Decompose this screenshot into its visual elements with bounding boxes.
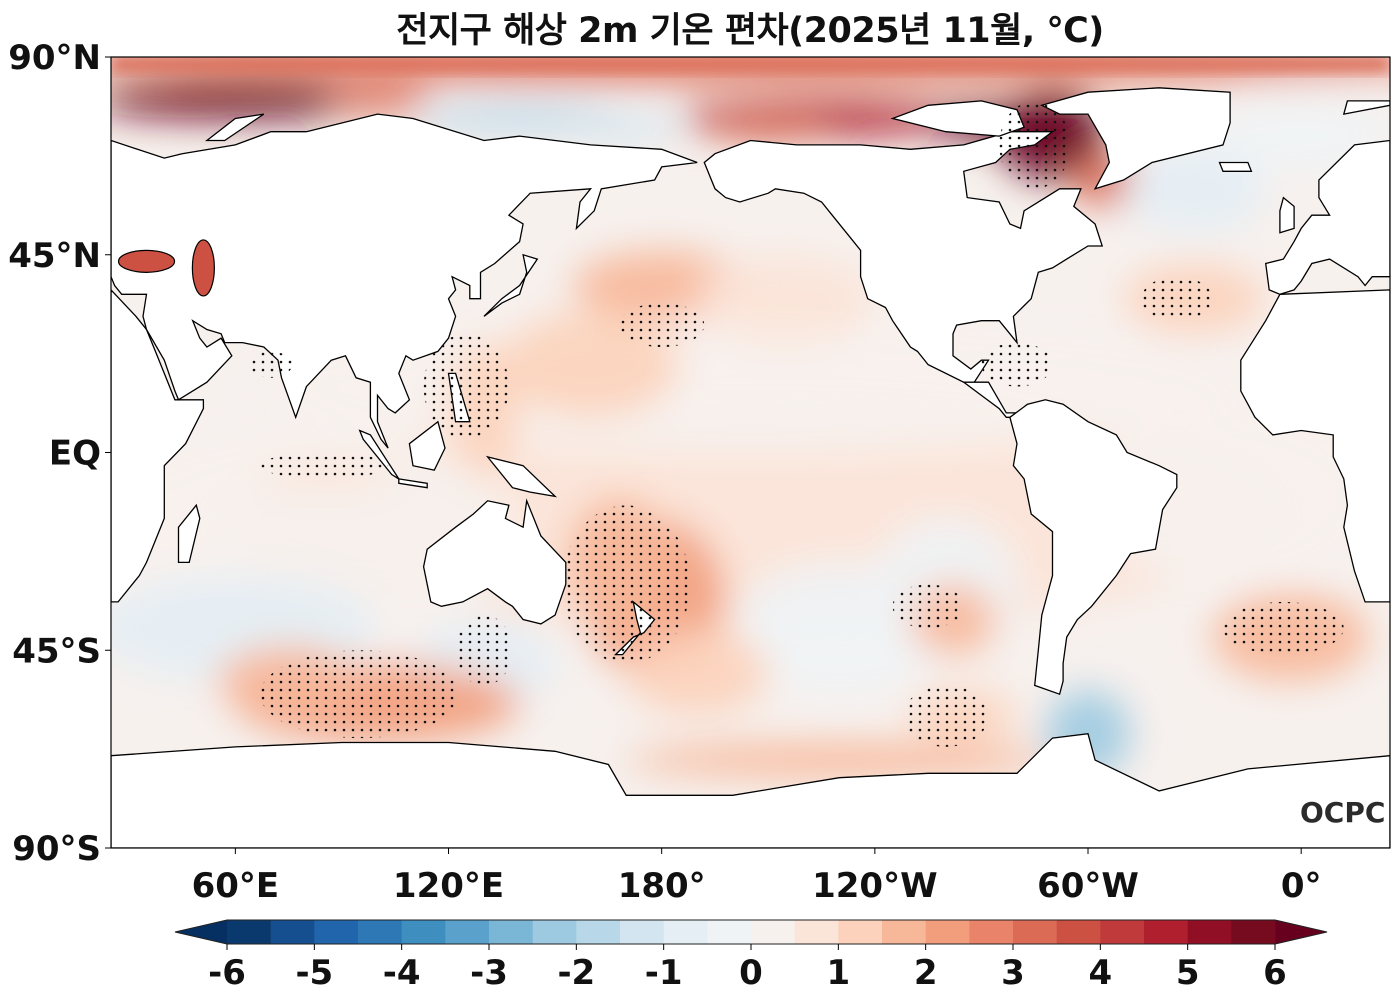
significance-stippling: [249, 351, 293, 378]
anomaly-blob: [413, 105, 627, 132]
colorbar-bin: [1013, 920, 1058, 944]
colorbar-tick-label: 0: [739, 953, 763, 993]
landmass-sumatra: [358, 429, 400, 480]
colorbar-bin: [1187, 920, 1232, 944]
landmass-iceland: [1218, 161, 1253, 172]
lon-tick-label: 120°E: [393, 866, 504, 906]
arctic-warm-band: [111, 57, 1390, 71]
significance-stippling: [1223, 601, 1344, 655]
landmass-japan: [483, 253, 539, 317]
landmass-eurasia: [111, 113, 698, 449]
anomaly-blob: [697, 254, 875, 343]
colorbar-tick-label: 4: [1088, 953, 1112, 993]
map-field: [111, 57, 1390, 848]
colorbar-tick-label: 5: [1176, 953, 1200, 993]
significance-stippling: [260, 452, 389, 479]
anomaly-blob: [1088, 408, 1373, 585]
significance-stippling: [999, 100, 1071, 189]
significance-stippling: [619, 303, 705, 348]
colorbar-tick-label: -2: [557, 953, 595, 993]
landmass-borneo: [408, 420, 446, 471]
landmass-europe-west: [1264, 139, 1390, 295]
lon-tick-label: 120°W: [812, 866, 937, 906]
landmass-africa-east: [111, 288, 205, 603]
landmass-novaya-zemlya: [204, 113, 265, 142]
colorbar-extend-low: [175, 920, 227, 944]
colorbar-tick-label: 6: [1263, 953, 1287, 993]
colorbar-bin: [445, 920, 490, 944]
lat-tick-label: 45°N: [8, 236, 101, 276]
colorbar-tick-label: 1: [826, 953, 850, 993]
colorbar-bin: [838, 920, 883, 944]
colorbar-bin: [620, 920, 665, 944]
landmass-java: [398, 478, 428, 489]
colorbar-bin: [314, 920, 359, 944]
lon-tick-label: 60°E: [192, 866, 280, 906]
colorbar-bin: [969, 920, 1014, 944]
landmass-madagascar: [177, 503, 201, 564]
lat-tick-label: 45°S: [12, 631, 101, 671]
colorbar-bin: [1144, 920, 1189, 944]
colorbar-bin: [1056, 920, 1101, 944]
anomaly-blob: [704, 114, 833, 141]
significance-stippling: [981, 342, 1053, 387]
significance-stippling: [260, 650, 460, 739]
anomaly-blob: [324, 87, 431, 115]
colorbar-tick-label: -1: [645, 953, 683, 993]
landmass-australia: [422, 498, 567, 625]
colorbar-bin: [401, 920, 446, 944]
landmass-greenland: [1039, 87, 1231, 190]
significance-stippling: [562, 505, 691, 664]
significance-stippling: [423, 333, 509, 440]
colorbar-tick-label: -6: [208, 953, 246, 993]
lat-tick-label: 90°N: [8, 38, 101, 78]
colorbar-bin: [532, 920, 577, 944]
colorbar-extend-high: [1275, 920, 1327, 944]
black-sea: [117, 249, 176, 273]
colorbar-bin: [707, 920, 752, 944]
landmass-new-guinea: [485, 455, 558, 498]
anomaly-blob: [626, 742, 1053, 778]
caspian-sea: [191, 239, 215, 297]
lat-tick-label: 90°S: [12, 829, 101, 869]
landmass-svalbard: [1342, 100, 1390, 115]
colorbar-bin: [663, 920, 708, 944]
colorbar-bin: [489, 920, 534, 944]
colorbar-bin: [925, 920, 970, 944]
significance-stippling: [903, 685, 989, 747]
colorbar-tick-label: -3: [470, 953, 508, 993]
colorbar-tick-label: 2: [914, 953, 938, 993]
map-title: 전지구 해상 2m 기온 편차(2025년 11월, ℃): [396, 11, 1104, 51]
colorbar-bin: [882, 920, 927, 944]
significance-stippling: [455, 615, 513, 686]
lat-tick-label: EQ: [49, 434, 101, 474]
landmass-britain: [1279, 196, 1295, 234]
anomaly-blob: [572, 114, 680, 141]
colorbar-bin: [751, 920, 796, 944]
colorbar-bin: [270, 920, 315, 944]
landmass-africa-west: [1240, 289, 1390, 603]
landmass-antarctica: [111, 732, 1390, 848]
lon-tick-label: 180°: [618, 866, 706, 906]
colorbar-bin: [1100, 920, 1145, 944]
lon-tick-label: 0°: [1281, 866, 1322, 906]
ocpc-logo: OCPC: [1300, 796, 1385, 829]
lon-tick-label: 60°W: [1037, 866, 1139, 906]
significance-stippling: [892, 584, 964, 629]
colorbar-bin: [576, 920, 621, 944]
colorbar-bin: [227, 920, 272, 944]
colorbar-tick-label: -5: [295, 953, 333, 993]
colorbar-bin: [358, 920, 403, 944]
anomaly-blob: [626, 628, 769, 717]
colorbar-tick-label: 3: [1001, 953, 1025, 993]
anomaly-blob: [111, 87, 229, 115]
colorbar-tick-label: -4: [383, 953, 421, 993]
landmass-south-america: [1009, 399, 1178, 696]
colorbar-bin: [1231, 920, 1276, 944]
significance-stippling: [1141, 276, 1213, 321]
colorbar-bin: [794, 920, 839, 944]
